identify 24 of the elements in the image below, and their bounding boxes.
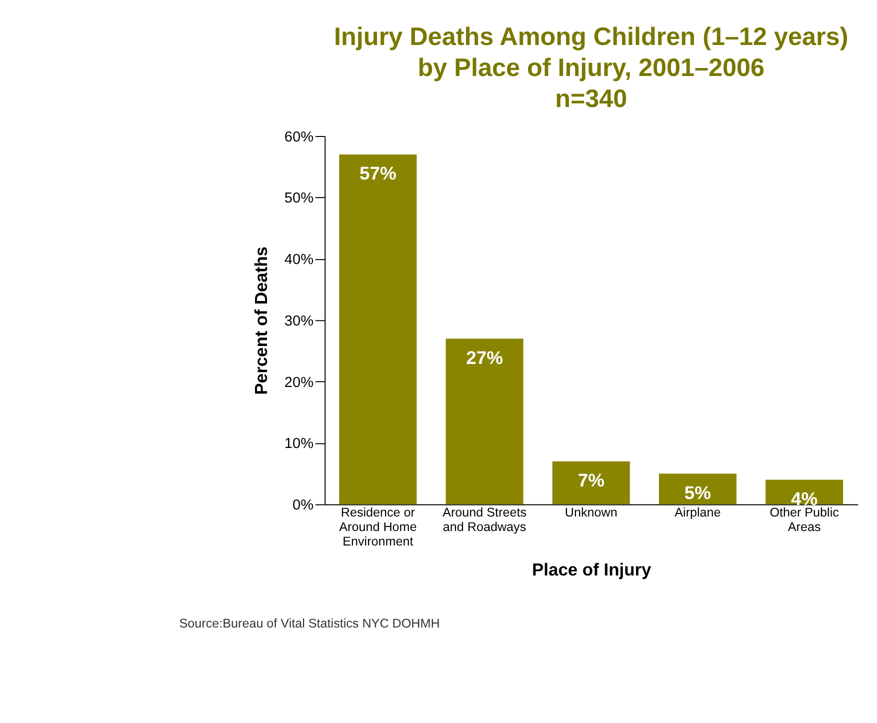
x-tick-label: Unknown [564, 505, 618, 520]
data-label: 57% [360, 162, 396, 184]
bar [339, 154, 417, 504]
x-axis-title: Place of Injury [532, 560, 652, 580]
y-tick-label: 50% [284, 190, 314, 207]
x-tick-label: Residence or Around Home Environment [339, 505, 417, 548]
y-tick-label: 40% [284, 252, 314, 268]
bar [658, 474, 736, 504]
y-tick-label: 30% [284, 313, 314, 330]
y-tick-label: 0% [292, 498, 314, 514]
bar [552, 461, 630, 504]
data-label: 5% [684, 482, 712, 503]
source-note: Source:Bureau of Vital Statistics NYC DOHMH [179, 616, 440, 630]
y-tick-label: 60% [284, 129, 314, 146]
x-tick-label: Around Streets and Roadways [442, 505, 526, 534]
y-tick-label: 10% [284, 436, 314, 452]
y-tick-label: 20% [284, 374, 314, 391]
x-tick-label: Airplane [674, 505, 721, 520]
bar [446, 338, 524, 504]
bar [766, 480, 844, 504]
data-label: 7% [578, 470, 604, 491]
chart-subtitle: n=340 [555, 84, 628, 113]
y-axis-title: Percent of Deaths [250, 246, 271, 395]
data-label: 27% [466, 346, 503, 368]
